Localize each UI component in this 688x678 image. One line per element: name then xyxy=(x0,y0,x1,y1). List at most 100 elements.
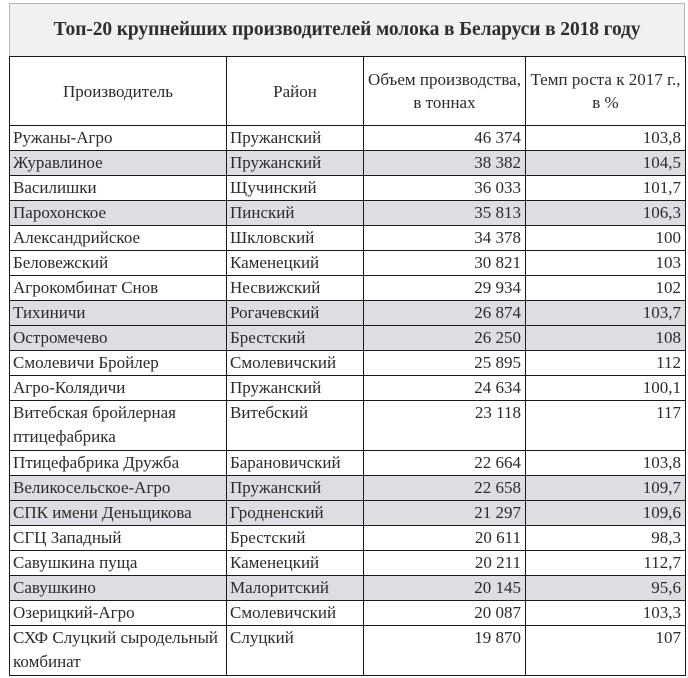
table-row: Остромечево Брестский 26 250 108 xyxy=(9,325,686,351)
header-row: Производитель Район Объем производства, … xyxy=(9,56,686,126)
column-header-volume: Объем производства, в тоннах xyxy=(363,56,526,126)
table-row: Беловежский Каменецкий 30 821 103 xyxy=(9,250,686,276)
table-body: Ружаны-Агро Пружанский 46 374 103,8 Журавлин… xyxy=(9,125,686,676)
producer-cell: СПК имени Деньщикова xyxy=(9,500,227,526)
volume-cell: 20 145 xyxy=(363,575,526,601)
volume-cell: 26 874 xyxy=(363,300,526,326)
district-cell: Брестский xyxy=(226,325,364,351)
table-row: Савушкино Малоритский 20 145 95,6 xyxy=(9,575,686,601)
column-header-district: Район xyxy=(226,56,364,126)
growth-cell: 103,3 xyxy=(525,600,686,626)
district-cell: Гродненский xyxy=(226,500,364,526)
producer-cell: Озерицкий-Агро xyxy=(9,600,227,626)
table-title: Топ-20 крупнейших производителей молока … xyxy=(9,3,685,56)
table-row: Ружаны-Агро Пружанский 46 374 103,8 xyxy=(9,125,686,151)
growth-cell: 104,5 xyxy=(525,150,686,176)
district-cell: Слуцкий xyxy=(226,625,364,676)
volume-cell: 26 250 xyxy=(363,325,526,351)
district-cell: Брестский xyxy=(226,525,364,551)
growth-cell: 109,6 xyxy=(525,500,686,526)
table-row: Василишки Щучинский 36 033 101,7 xyxy=(9,175,686,201)
volume-cell: 30 821 xyxy=(363,250,526,276)
producer-cell: Смолевичи Бройлер xyxy=(9,350,227,376)
table-container: Топ-20 крупнейших производителей молока … xyxy=(9,3,686,676)
volume-cell: 29 934 xyxy=(363,275,526,301)
table-row: Александрийское Шкловский 34 378 100 xyxy=(9,225,686,251)
producer-cell: Тихиничи xyxy=(9,300,227,326)
growth-cell: 98,3 xyxy=(525,525,686,551)
growth-cell: 95,6 xyxy=(525,575,686,601)
district-cell: Пружанский xyxy=(226,375,364,401)
producer-cell: Беловежский xyxy=(9,250,227,276)
growth-cell: 103,8 xyxy=(525,450,686,476)
table-row: Великосельское-Агро Пружанский 22 658 109,7 xyxy=(9,475,686,501)
volume-cell: 34 378 xyxy=(363,225,526,251)
district-cell: Пружанский xyxy=(226,125,364,151)
producers-table: Производитель Район Объем производства, … xyxy=(9,56,686,676)
table-row: Тихиничи Рогачевский 26 874 103,7 xyxy=(9,300,686,326)
district-cell: Рогачевский xyxy=(226,300,364,326)
volume-cell: 21 297 xyxy=(363,500,526,526)
volume-cell: 20 611 xyxy=(363,525,526,551)
producer-cell: Ружаны-Агро xyxy=(9,125,227,151)
producer-cell: Савушкина пуща xyxy=(9,550,227,576)
volume-cell: 38 382 xyxy=(363,150,526,176)
volume-cell: 25 895 xyxy=(363,350,526,376)
district-cell: Смолевичский xyxy=(226,350,364,376)
volume-cell: 22 658 xyxy=(363,475,526,501)
table-row: Витебская бройлерная птицефабрика Витебск… xyxy=(9,400,686,451)
district-cell: Щучинский xyxy=(226,175,364,201)
volume-cell: 19 870 xyxy=(363,625,526,676)
district-cell: Малоритский xyxy=(226,575,364,601)
table-row: Агро-Колядичи Пружанский 24 634 100,1 xyxy=(9,375,686,401)
district-cell: Каменецкий xyxy=(226,550,364,576)
producer-cell: Василишки xyxy=(9,175,227,201)
column-header-producer: Производитель xyxy=(9,56,227,126)
district-cell: Пружанский xyxy=(226,150,364,176)
district-cell: Несвижский xyxy=(226,275,364,301)
growth-cell: 117 xyxy=(525,400,686,451)
producer-cell: Агро-Колядичи xyxy=(9,375,227,401)
growth-cell: 103,8 xyxy=(525,125,686,151)
growth-cell: 102 xyxy=(525,275,686,301)
growth-cell: 103,7 xyxy=(525,300,686,326)
district-cell: Шкловский xyxy=(226,225,364,251)
district-cell: Пружанский xyxy=(226,475,364,501)
table-row: СГЦ Западный Брестский 20 611 98,3 xyxy=(9,525,686,551)
table-row: Агрокомбинат Снов Несвижский 29 934 102 xyxy=(9,275,686,301)
growth-cell: 103 xyxy=(525,250,686,276)
table-row: Парохонское Пинский 35 813 106,3 xyxy=(9,200,686,226)
growth-cell: 109,7 xyxy=(525,475,686,501)
volume-cell: 36 033 xyxy=(363,175,526,201)
district-cell: Витебский xyxy=(226,400,364,451)
table-row: СПК имени Деньщикова Гродненский 21 297 109… xyxy=(9,500,686,526)
volume-cell: 24 634 xyxy=(363,375,526,401)
growth-cell: 107 xyxy=(525,625,686,676)
producer-cell: Птицефабрика Дружба xyxy=(9,450,227,476)
volume-cell: 46 374 xyxy=(363,125,526,151)
producer-cell: Великосельское-Агро xyxy=(9,475,227,501)
producer-cell: Савушкино xyxy=(9,575,227,601)
volume-cell: 20 087 xyxy=(363,600,526,626)
volume-cell: 22 664 xyxy=(363,450,526,476)
table-row: Журавлиное Пружанский 38 382 104,5 xyxy=(9,150,686,176)
producer-cell: Агрокомбинат Снов xyxy=(9,275,227,301)
producer-cell: СГЦ Западный xyxy=(9,525,227,551)
volume-cell: 23 118 xyxy=(363,400,526,451)
growth-cell: 101,7 xyxy=(525,175,686,201)
district-cell: Пинский xyxy=(226,200,364,226)
growth-cell: 100,1 xyxy=(525,375,686,401)
district-cell: Барановичский xyxy=(226,450,364,476)
table-row: Птицефабрика Дружба Барановичский 22 664 10… xyxy=(9,450,686,476)
volume-cell: 20 211 xyxy=(363,550,526,576)
producer-cell: СХФ Слуцкий сыродельный комбинат xyxy=(9,625,227,676)
producer-cell: Витебская бройлерная птицефабрика xyxy=(9,400,227,451)
producer-cell: Журавлиное xyxy=(9,150,227,176)
district-cell: Каменецкий xyxy=(226,250,364,276)
producer-cell: Остромечево xyxy=(9,325,227,351)
column-header-growth: Темп роста к 2017 г., в % xyxy=(525,56,686,126)
growth-cell: 112,7 xyxy=(525,550,686,576)
producer-cell: Александрийское xyxy=(9,225,227,251)
table-row: Савушкина пуща Каменецкий 20 211 112,7 xyxy=(9,550,686,576)
table-row: СХФ Слуцкий сыродельный комбинат Слуцкий 1… xyxy=(9,625,686,676)
